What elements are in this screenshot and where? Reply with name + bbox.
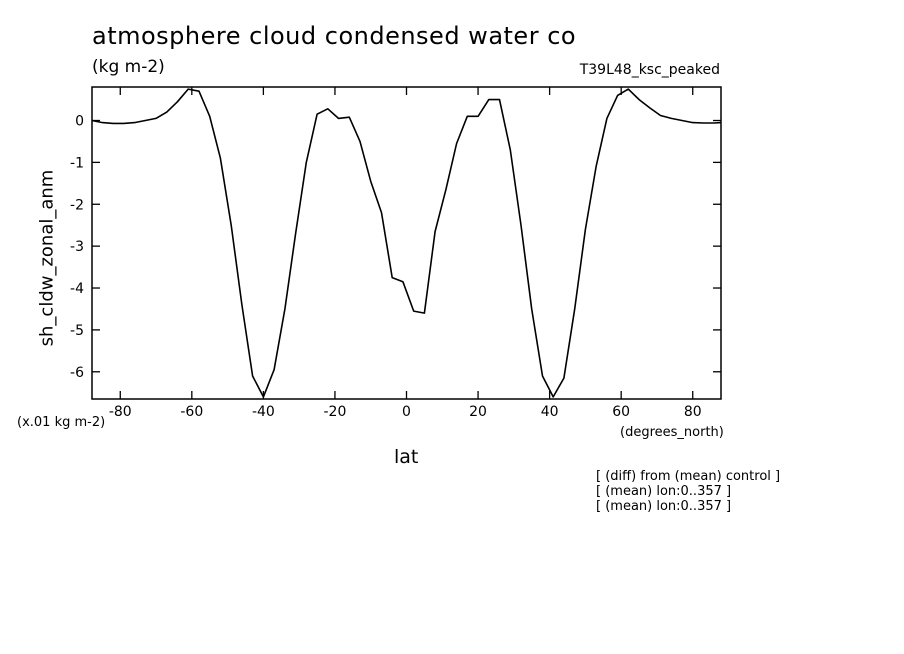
x-tick-label: -60 [180,404,203,420]
note-line: [ (mean) lon:0..357 ] [596,484,732,499]
note-line: [ (diff) from (mean) control ] [596,469,781,484]
plot-frame [91,86,722,400]
x-axis-label: lat [394,446,419,468]
x-tick-label: 40 [541,404,559,420]
y-tick-label: -2 [70,197,84,213]
note-line: [ (mean) lon:0..357 ] [596,499,732,514]
x-tick-label: -40 [252,404,275,420]
x-tick-label: 0 [402,404,411,420]
series-line [91,88,722,398]
x-tick-label: -80 [109,404,132,420]
y-tick-label: 0 [75,114,84,130]
run-label: T39L48_ksc_peaked [579,62,720,78]
y-tick-label: -6 [70,365,84,381]
x-axis-units: (degrees_north) [620,425,724,440]
x-tick-label: 80 [684,404,702,420]
y-tick-label: -3 [70,239,84,255]
y-axis-label: sh_cldw_zonal_anm [36,169,58,347]
units-label: (kg m-2) [92,57,165,77]
x-tick-label: 20 [469,404,487,420]
y-tick-label: -4 [70,281,84,297]
y-tick-label: -1 [70,155,84,171]
y-scale-note: (x.01 kg m-2) [17,415,106,430]
chart-title: atmosphere cloud condensed water co [92,22,577,50]
x-tick-label: 60 [612,404,630,420]
notes-block: [ (diff) from (mean) control ] [ (mean) … [596,469,780,514]
y-tick-label: -5 [70,323,84,339]
x-tick-label: -20 [324,404,347,420]
